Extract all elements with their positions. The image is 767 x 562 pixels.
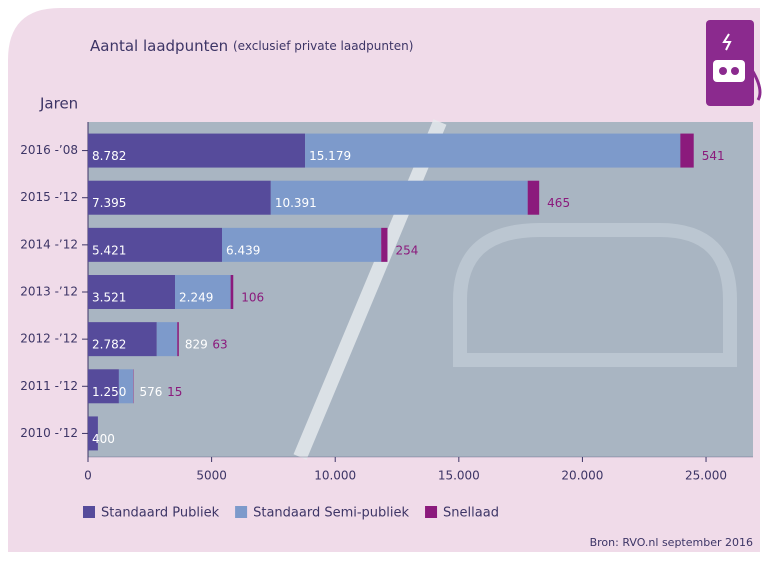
chart-title: Aantal laadpunten (exclusief private laa… (90, 37, 413, 55)
bar-segment (305, 134, 680, 168)
chart: Aantal laadpunten (exclusief private laa… (0, 0, 767, 558)
value-label: 829 (185, 338, 208, 352)
value-label: 106 (241, 291, 264, 305)
value-label: 7.395 (92, 196, 126, 210)
title: Aantal laadpunten (90, 37, 228, 55)
value-label: 541 (702, 149, 725, 163)
y-tick-label: 2011 -’12 (20, 379, 78, 393)
bar-segment (528, 181, 539, 215)
value-label: 576 (140, 385, 163, 399)
value-label: 15.179 (309, 149, 351, 163)
subtitle: (exclusief private laadpunten) (233, 39, 413, 53)
legend-label: Snellaad (443, 506, 499, 521)
x-tick-label: 25.000 (685, 469, 727, 483)
bar-segment (157, 322, 177, 356)
value-label: 8.782 (92, 149, 126, 163)
value-label: 63 (212, 338, 227, 352)
y-tick-label: 2014 -’12 (20, 237, 78, 251)
y-tick-label: 2016 -’08 (20, 143, 78, 157)
bar-segment (177, 322, 179, 356)
value-label: 2.782 (92, 338, 126, 352)
legend-swatch (425, 506, 437, 518)
x-tick-label: 20.000 (561, 469, 603, 483)
y-tick-label: 2013 -’12 (20, 285, 78, 299)
value-label: 15 (167, 385, 182, 399)
source: Bron: RVO.nl september 2016 (590, 536, 753, 549)
bar-segment (231, 275, 234, 309)
value-label: 465 (547, 196, 570, 210)
legend-label: Standaard Publiek (101, 506, 220, 521)
y-tick-label: 2012 -’12 (20, 332, 78, 346)
bar-segment (381, 228, 387, 262)
value-label: 254 (395, 243, 418, 257)
y-tick-label: 2015 -’12 (20, 190, 78, 204)
legend-swatch (83, 506, 95, 518)
bar-segment (680, 134, 693, 168)
x-tick-label: 10.000 (314, 469, 356, 483)
value-label: 6.439 (226, 243, 260, 257)
x-tick-label: 0 (84, 469, 92, 483)
y-tick-label: 2010 -’12 (20, 426, 78, 440)
x-tick-label: 5000 (196, 469, 227, 483)
y-axis-label: Jaren (39, 95, 78, 113)
value-label: 400 (92, 432, 115, 446)
value-label: 5.421 (92, 243, 126, 257)
icon (706, 20, 760, 106)
value-label: 2.249 (179, 291, 213, 305)
value-label: 1.250 (92, 385, 126, 399)
x-tick-label: 15.000 (438, 469, 480, 483)
value-label: 3.521 (92, 291, 126, 305)
legend-label: Standaard Semi-publiek (253, 506, 409, 521)
value-label: 10.391 (275, 196, 317, 210)
legend-swatch (235, 506, 247, 518)
